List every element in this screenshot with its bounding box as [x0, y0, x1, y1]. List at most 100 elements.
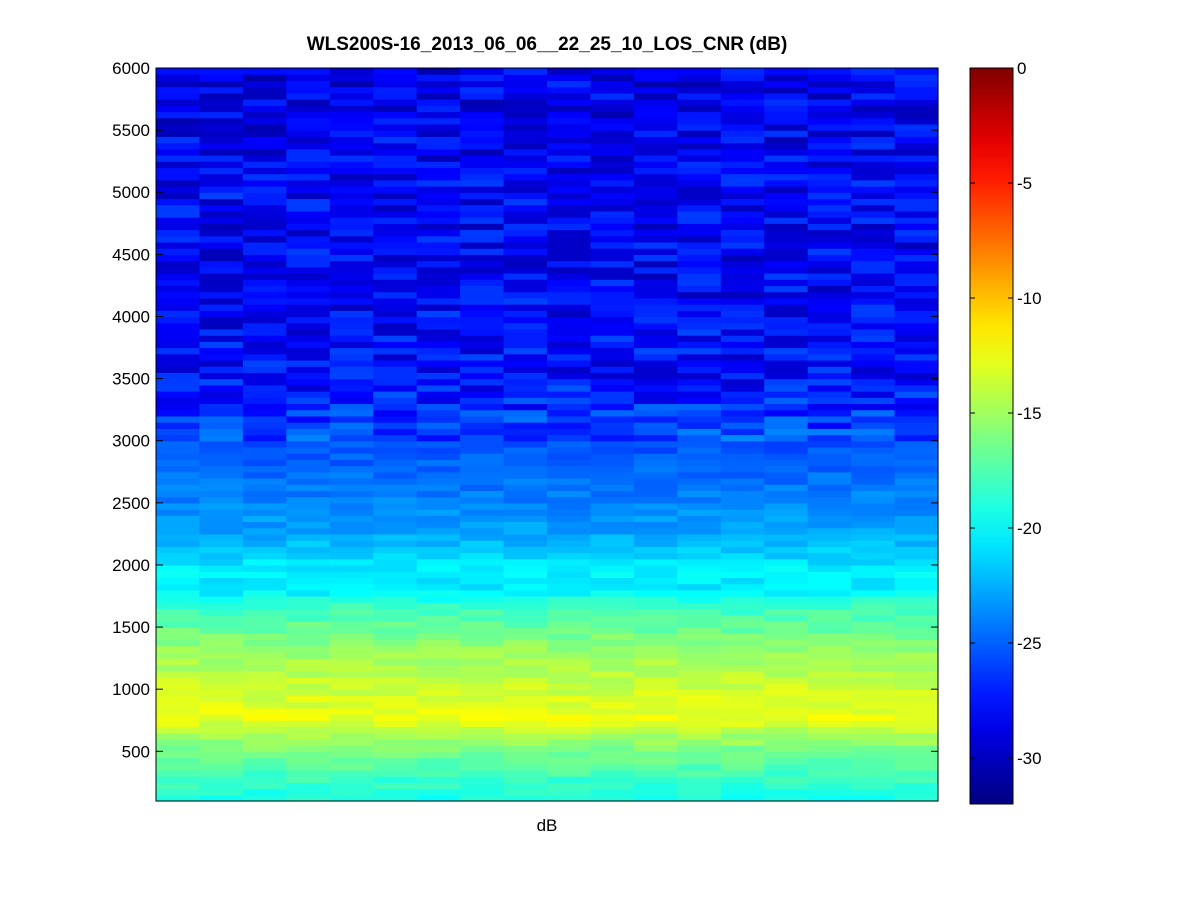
heatmap-cell — [503, 391, 548, 398]
heatmap-cell — [590, 173, 635, 181]
heatmap-cell — [156, 254, 201, 262]
heatmap-cell — [677, 217, 722, 224]
heatmap-cell — [329, 248, 374, 255]
heatmap-cell — [286, 92, 331, 100]
heatmap-cell — [460, 515, 505, 523]
heatmap-cell — [894, 260, 939, 268]
heatmap-cell — [286, 701, 331, 709]
heatmap-cell — [156, 167, 201, 175]
heatmap-cell — [851, 614, 896, 622]
heatmap-cell — [373, 477, 418, 485]
heatmap-cell — [156, 459, 201, 467]
heatmap-cell — [720, 515, 765, 523]
heatmap-cell — [503, 564, 548, 572]
heatmap-cell — [156, 186, 201, 193]
heatmap-cell — [547, 415, 592, 423]
heatmap-cell — [677, 707, 722, 715]
heatmap-cell — [547, 509, 592, 516]
heatmap-cell — [503, 428, 548, 436]
heatmap-cell — [329, 745, 374, 752]
heatmap-cell — [633, 627, 678, 634]
heatmap-cell — [503, 372, 548, 380]
heatmap-cell — [373, 304, 418, 311]
heatmap-cell — [547, 707, 592, 715]
heatmap-cell — [764, 154, 809, 162]
heatmap-cell — [677, 639, 722, 647]
heatmap-cell — [851, 161, 896, 168]
heatmap-cell — [677, 167, 722, 175]
heatmap-cell — [677, 266, 722, 274]
heatmap-cell — [460, 614, 505, 622]
heatmap-cell — [764, 608, 809, 616]
heatmap-cell — [460, 589, 505, 597]
heatmap-cell — [807, 204, 852, 212]
heatmap-cell — [633, 701, 678, 709]
plot-frame — [155, 67, 939, 802]
heatmap-cell — [764, 86, 809, 94]
heatmap-cell — [547, 440, 592, 448]
heatmap-cell — [720, 266, 765, 274]
heatmap-cell — [373, 316, 418, 324]
heatmap-cell — [156, 558, 201, 566]
heatmap-cell — [460, 217, 505, 224]
heatmap-cell — [199, 776, 244, 783]
heatmap-cell — [547, 608, 592, 616]
heatmap-cell — [807, 80, 852, 88]
heatmap-cell — [242, 658, 287, 665]
heatmap-cell — [720, 527, 765, 535]
heatmap-cell — [503, 285, 548, 293]
heatmap-cell — [807, 484, 852, 491]
heatmap-cell — [242, 589, 287, 597]
heatmap-cell — [764, 620, 809, 628]
heatmap-cell — [373, 80, 418, 88]
heatmap-cell — [156, 602, 201, 610]
heatmap-cell — [851, 279, 896, 287]
heatmap-cell — [242, 496, 287, 504]
heatmap-cell — [590, 198, 635, 206]
heatmap-cell — [851, 167, 896, 175]
heatmap-cell — [286, 546, 331, 554]
heatmap-cell — [764, 658, 809, 665]
heatmap-cell — [633, 167, 678, 175]
heatmap-cell — [720, 359, 765, 367]
heatmap-cell — [460, 751, 505, 759]
heatmap-cell — [633, 670, 678, 678]
heatmap-cell — [590, 509, 635, 516]
y-tick-label: 3000 — [112, 432, 150, 451]
heatmap-cell — [894, 92, 939, 100]
heatmap-cell — [416, 707, 461, 715]
heatmap-cell — [590, 738, 635, 746]
heatmap-cell — [894, 117, 939, 125]
heatmap-cell — [720, 788, 765, 796]
heatmap-cell — [851, 453, 896, 460]
heatmap-cell — [590, 583, 635, 591]
heatmap-cell — [329, 509, 374, 516]
heatmap-cell — [894, 720, 939, 728]
heatmap-cell — [286, 633, 331, 641]
heatmap-cell — [503, 602, 548, 610]
heatmap-cell — [894, 769, 939, 777]
heatmap-cell — [460, 316, 505, 324]
heatmap-cell — [633, 738, 678, 746]
heatmap-cell — [677, 682, 722, 690]
heatmap-cell — [807, 210, 852, 218]
heatmap-cell — [286, 682, 331, 690]
heatmap-cell — [286, 341, 331, 349]
heatmap-cell — [894, 130, 939, 137]
heatmap-cell — [373, 397, 418, 405]
heatmap-cell — [156, 614, 201, 622]
heatmap-cell — [156, 670, 201, 678]
heatmap-cell — [460, 453, 505, 460]
heatmap-cell — [547, 794, 592, 802]
heatmap-cell — [416, 782, 461, 790]
heatmap-cell — [156, 223, 201, 231]
heatmap-cell — [199, 316, 244, 324]
heatmap-cell — [720, 552, 765, 560]
heatmap-cell — [633, 596, 678, 603]
heatmap-cell — [851, 272, 896, 280]
heatmap-cell — [503, 99, 548, 106]
heatmap-cell — [807, 391, 852, 398]
heatmap-cell — [286, 136, 331, 144]
heatmap-cell — [286, 471, 331, 479]
heatmap-cell — [720, 328, 765, 336]
